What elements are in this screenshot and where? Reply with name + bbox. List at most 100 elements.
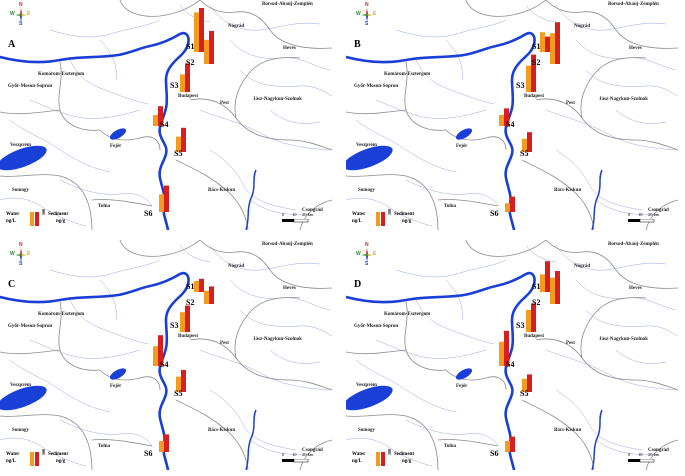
bar-sediment-s4: [158, 106, 163, 126]
bar-sediment-s4: [504, 108, 509, 126]
county-border-10: [645, 439, 678, 470]
stream-0: [209, 4, 321, 31]
county-border-6: [437, 439, 499, 447]
region-label-fejer: Fejér: [110, 144, 122, 149]
stream-3: [199, 109, 331, 151]
stream-14: [525, 244, 557, 263]
compass-star-icon: [15, 248, 27, 262]
bar-water-s3: [180, 312, 185, 332]
county-border-6: [91, 199, 153, 207]
stream-12: [99, 279, 117, 321]
panel-label: C: [8, 279, 16, 290]
region-label-nograd: Nógrád: [574, 264, 591, 269]
region-label-pest: Pest: [566, 101, 575, 106]
county-border-7: [189, 338, 332, 391]
legend-bar-swatch: [30, 212, 39, 226]
scale-zero: 0: [628, 212, 631, 217]
bar-water-s3: [526, 65, 531, 92]
county-border-5: [346, 414, 439, 470]
bar-sediment-s6: [510, 436, 515, 452]
stream-10: [595, 199, 657, 215]
lake-balaton: [346, 145, 393, 171]
legend: Water ng/L 100 Sediment ng/g: [2, 449, 82, 468]
map-canvas: [346, 240, 678, 470]
county-border-9: [175, 399, 249, 470]
stream-6: [29, 99, 141, 119]
site-label-s5: S5: [520, 149, 529, 158]
bar-sediment-s1: [545, 261, 550, 292]
compass-star-icon: [15, 8, 27, 22]
bar-sediment-s1: [199, 8, 204, 52]
stream-8: [405, 179, 499, 207]
county-border-0: [465, 240, 547, 257]
county-border-9: [521, 159, 595, 230]
scale-bar: 0 10 20 km: [604, 450, 674, 468]
bar-water-s5: [522, 378, 527, 392]
stream-12: [445, 279, 463, 321]
region-label-fejer: Fejér: [456, 144, 468, 149]
legend-water-label: Water: [352, 452, 366, 457]
scale-mid: 10: [638, 212, 643, 217]
stream-8: [59, 419, 153, 447]
bar-sediment-s4: [158, 335, 163, 366]
region-label-budapest: Budapest: [524, 334, 545, 339]
scale-bar: 0 10 20 km: [258, 210, 328, 228]
region-label-nograd: Nógrád: [228, 264, 245, 269]
county-border-7: [535, 98, 678, 151]
bar-sediment-s2: [555, 271, 560, 304]
legend-bar-swatch: [376, 212, 385, 226]
bar-water-s4: [153, 115, 158, 126]
county-border-5: [0, 174, 93, 230]
bar-sediment-s6: [164, 434, 169, 452]
bar-sediment-s5: [527, 374, 532, 392]
legend-water-label: Water: [6, 212, 20, 217]
bar-water-s4: [153, 346, 158, 366]
stream-10: [595, 439, 657, 455]
legend-scale-value: 100: [387, 449, 392, 455]
region-label-heves: Heves: [629, 286, 642, 291]
legend-sediment-unit: ng/g: [56, 459, 66, 464]
scale-zero: 0: [282, 452, 285, 457]
bar-sediment-s2: [209, 286, 214, 304]
stream-3: [199, 349, 331, 391]
site-label-s1: S1: [186, 282, 195, 291]
scale-bar: 0 10 20 km: [604, 210, 674, 228]
region-label-budapest: Budapest: [524, 94, 545, 99]
stream-10: [249, 439, 311, 455]
region-label-gyor: Győr-Moson-Sopron: [8, 84, 53, 89]
stream-12: [99, 39, 117, 81]
compass-north-label: N: [19, 2, 23, 8]
site-label-s4: S4: [160, 120, 169, 129]
region-label-heves: Heves: [283, 286, 296, 291]
map-canvas: [346, 0, 678, 230]
stream-0: [555, 4, 667, 31]
region-label-borsod: Borsod-Abaúj-Zemplén: [608, 2, 659, 7]
compass-star-icon: [361, 248, 373, 262]
bar-water-s4: [499, 341, 504, 366]
compass-south-label: S: [365, 261, 369, 267]
panel-label: B: [354, 39, 361, 50]
stream-5: [49, 19, 161, 38]
site-label-s6: S6: [490, 449, 499, 458]
site-label-s5: S5: [174, 149, 183, 158]
county-border-7: [189, 98, 332, 151]
legend-water-unit: ng/L: [352, 219, 363, 224]
compass-west-label: W: [10, 251, 15, 257]
county-border-5: [346, 174, 439, 230]
bar-sediment-s5: [527, 132, 532, 152]
compass-rose: N E W S: [10, 243, 32, 269]
bar-sediment-s1: [545, 36, 550, 52]
site-label-s6: S6: [144, 449, 153, 458]
stream-8: [405, 419, 499, 447]
region-label-budapest: Budapest: [178, 334, 199, 339]
bar-sediment-s3: [185, 63, 190, 92]
region-label-nograd: Nógrád: [574, 24, 591, 29]
region-label-somogy: Somogy: [358, 188, 375, 193]
legend-sediment-label: Sediment: [394, 212, 414, 217]
legend-sediment-label: Sediment: [48, 212, 68, 217]
county-border-3: [99, 369, 161, 391]
county-border-10: [645, 199, 678, 230]
compass-south-label: S: [19, 261, 23, 267]
region-label-gyor: Győr-Moson-Sopron: [8, 324, 53, 329]
stream-11: [0, 437, 87, 467]
